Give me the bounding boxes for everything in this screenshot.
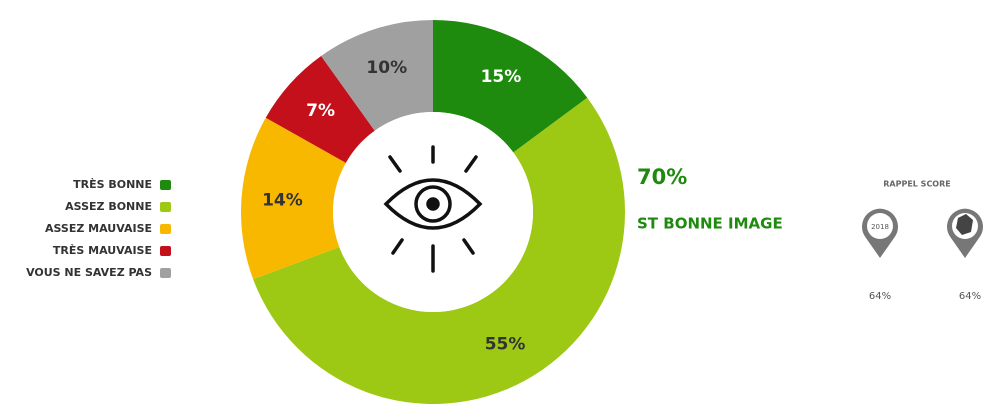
legend-swatch	[160, 202, 171, 212]
legend-swatch	[160, 224, 171, 234]
eye-iris	[414, 185, 452, 223]
slice	[265, 55, 375, 163]
legend-label: TRÈS BONNE	[73, 178, 152, 191]
legend-label: TRÈS MAUVAISE	[53, 244, 152, 257]
value-label: 15%	[481, 67, 522, 87]
legend-label: ASSEZ MAUVAISE	[45, 222, 152, 235]
annotation-value: 70%	[637, 165, 687, 189]
annotation-text: ST BONNE IMAGE	[637, 215, 783, 233]
recall-score: 64%	[869, 291, 891, 302]
ray	[388, 155, 402, 173]
donut	[241, 19, 625, 405]
legend-swatch	[160, 246, 171, 256]
eye-pupil	[426, 197, 440, 211]
value-label: 55%	[485, 335, 526, 355]
pin-inner	[867, 213, 893, 239]
value-label: 14%	[262, 190, 303, 210]
recall-title: RAPPEL SCORE	[883, 180, 950, 189]
recall-score: 64%	[959, 291, 981, 302]
legend-swatch	[160, 268, 171, 278]
slice	[321, 19, 433, 131]
ray	[391, 238, 404, 255]
legend-label: ASSEZ BONNE	[65, 200, 152, 213]
pin	[947, 208, 983, 258]
recall-year: 2018	[871, 223, 889, 231]
donut-hole	[333, 112, 533, 312]
slice	[241, 117, 346, 280]
slice	[433, 20, 588, 153]
ray	[462, 238, 475, 255]
eye-icon	[383, 145, 483, 273]
value-label: 7%	[306, 101, 335, 121]
pin: 2018	[862, 208, 898, 258]
legend-label: VOUS NE SAVEZ PAS	[26, 266, 152, 279]
slice	[253, 97, 625, 405]
france-icon	[956, 214, 973, 235]
legend-swatch	[160, 180, 171, 190]
eye-outline	[383, 178, 483, 230]
value-label: 10%	[366, 58, 407, 78]
ray	[464, 155, 478, 173]
